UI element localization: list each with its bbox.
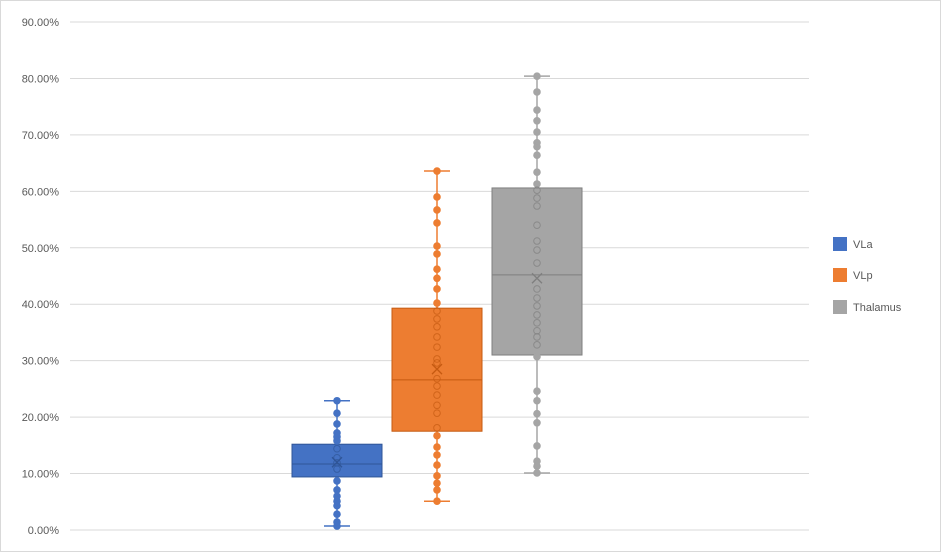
y-tick-label: 0.00% — [28, 525, 59, 537]
data-point — [333, 465, 341, 473]
data-point — [533, 202, 541, 210]
data-point — [433, 443, 441, 451]
legend-item-vla[interactable]: VLa — [833, 237, 873, 251]
data-point — [333, 437, 341, 445]
data-point — [333, 444, 341, 453]
mean-marker — [431, 363, 443, 375]
data-point — [533, 237, 541, 245]
data-point — [433, 355, 441, 363]
data-point — [533, 409, 541, 418]
data-point — [433, 409, 441, 417]
data-point — [533, 194, 541, 202]
legend-item-thalamus[interactable]: Thalamus — [833, 300, 902, 314]
data-point — [533, 319, 541, 327]
data-point — [533, 469, 541, 477]
legend-label-thalamus: Thalamus — [853, 302, 902, 314]
y-tick-label: 90.00% — [22, 17, 60, 29]
data-point — [433, 374, 441, 383]
data-point — [533, 259, 541, 267]
data-point — [333, 477, 341, 485]
data-point — [333, 396, 341, 405]
y-tick-label: 70.00% — [22, 130, 60, 142]
data-point — [533, 341, 541, 349]
legend-swatch-thalamus — [833, 300, 847, 314]
data-point — [533, 221, 541, 229]
data-point — [533, 246, 541, 254]
data-point — [433, 391, 441, 399]
data-point — [533, 302, 541, 310]
data-point — [433, 333, 441, 341]
legend-label-vla: VLa — [853, 239, 873, 251]
data-point — [433, 274, 441, 283]
data-point — [433, 219, 441, 227]
data-point — [433, 167, 441, 175]
data-point — [333, 510, 341, 518]
data-point — [433, 486, 441, 494]
data-point — [433, 359, 441, 367]
data-point — [333, 501, 341, 510]
data-point — [433, 401, 441, 410]
data-point — [433, 497, 441, 506]
data-point — [433, 242, 441, 250]
data-point — [533, 387, 541, 395]
data-point — [433, 431, 441, 440]
data-point — [533, 142, 541, 151]
data-point — [433, 265, 441, 274]
data-point — [533, 396, 541, 405]
data-point — [533, 352, 541, 361]
data-point — [533, 311, 541, 319]
data-point — [433, 451, 441, 459]
data-point — [533, 151, 541, 160]
data-point — [433, 343, 441, 351]
y-tick-label: 30.00% — [22, 356, 60, 368]
y-tick-label: 20.00% — [22, 412, 60, 424]
data-point — [533, 333, 541, 341]
data-point — [433, 285, 441, 293]
data-point — [533, 418, 541, 427]
data-point — [333, 420, 341, 428]
data-point — [433, 299, 441, 307]
data-point — [433, 382, 441, 390]
data-point — [533, 116, 541, 125]
data-point — [333, 409, 341, 417]
legend-label-vlp: VLp — [853, 270, 873, 282]
data-point — [433, 193, 441, 201]
data-point — [533, 128, 541, 136]
legend-swatch-vla — [833, 237, 847, 251]
y-tick-label: 80.00% — [22, 73, 60, 85]
data-point — [533, 285, 541, 293]
data-point — [533, 106, 541, 114]
y-tick-label: 60.00% — [22, 186, 60, 198]
legend-swatch-vlp — [833, 268, 847, 282]
mean-marker — [331, 456, 343, 468]
y-tick-label: 40.00% — [22, 299, 60, 311]
data-point — [433, 323, 441, 331]
legend-item-vlp[interactable]: VLp — [833, 268, 873, 282]
y-tick-label: 10.00% — [22, 469, 60, 481]
data-point — [333, 453, 341, 462]
data-point — [533, 442, 541, 450]
data-point — [533, 168, 541, 176]
data-point — [533, 72, 541, 80]
data-point — [533, 186, 541, 195]
data-point — [433, 472, 441, 480]
y-tick-label: 50.00% — [22, 243, 60, 255]
data-point — [533, 294, 541, 302]
data-point — [433, 315, 441, 323]
data-point — [333, 522, 341, 530]
data-point — [433, 250, 441, 258]
mean-marker — [531, 272, 543, 284]
data-point — [433, 206, 441, 214]
data-point — [433, 424, 441, 432]
data-point — [433, 461, 441, 469]
data-point — [533, 88, 541, 96]
data-point — [433, 307, 441, 315]
